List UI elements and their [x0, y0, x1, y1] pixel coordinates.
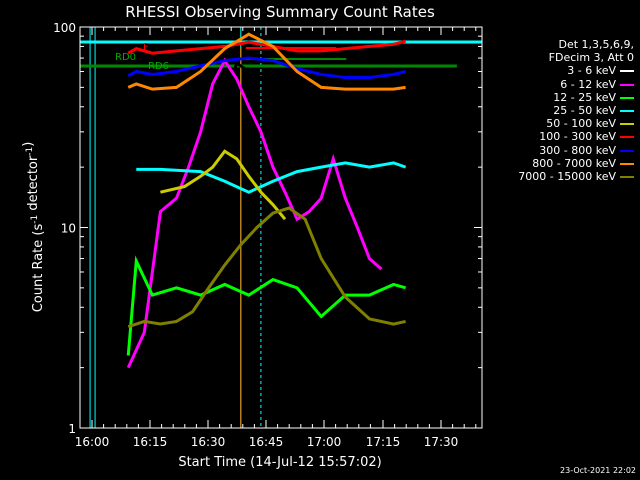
- x-tick-label-2: 16:30: [191, 435, 226, 449]
- series-7-line: [127, 32, 406, 91]
- annotation-rd0: RD0: [115, 52, 136, 63]
- legend-swatch: [620, 136, 634, 139]
- legend-swatch: [620, 70, 634, 73]
- series-8-line: [127, 206, 406, 329]
- legend-label: 300 - 800 keV: [539, 143, 616, 157]
- legend-entry-0: 3 - 6 keV: [494, 64, 634, 77]
- series-2-line: [126, 255, 407, 356]
- legend-entry-3: 25 - 50 keV: [494, 104, 634, 117]
- x-tick-label-6: 17:30: [424, 435, 459, 449]
- legend-swatch: [620, 123, 634, 126]
- legend-swatch: [620, 96, 634, 99]
- timestamp: 23-Oct-2021 22:02: [560, 466, 636, 475]
- legend-swatch: [620, 83, 634, 86]
- annotation-f: F: [143, 42, 149, 53]
- series-4-line: [160, 149, 287, 221]
- legend-label: 12 - 25 keV: [553, 90, 616, 104]
- x-tick-label-5: 17:15: [366, 435, 401, 449]
- x-tick-label-4: 17:00: [307, 435, 342, 449]
- y-tick-label-2: 100: [53, 21, 76, 35]
- legend-swatch: [620, 162, 634, 165]
- legend-entry-6: 300 - 800 keV: [494, 144, 634, 157]
- legend-entry-5: 100 - 300 keV: [494, 130, 634, 143]
- series-0-line: [126, 60, 406, 394]
- chart-title: RHESSI Observing Summary Count Rates: [125, 3, 435, 21]
- series-6-line: [127, 56, 406, 79]
- plot-frame: [79, 26, 483, 429]
- x-tick-label-3: 16:45: [249, 435, 284, 449]
- legend-label: 100 - 300 keV: [539, 130, 616, 144]
- legend-label: 7000 - 15000 keV: [518, 170, 616, 184]
- legend: Det 1,3,5,6,9, FDecim 3, Att 0 3 - 6 keV…: [494, 38, 634, 183]
- x-axis-label: Start Time (14-Jul-12 15:57:02): [178, 455, 381, 470]
- x-tick-label-1: 16:15: [133, 435, 168, 449]
- legend-swatch: [620, 110, 634, 113]
- legend-entry-7: 800 - 7000 keV: [494, 157, 634, 170]
- legend-label: 800 - 7000 keV: [532, 156, 616, 170]
- y-axis-label: Count Rate (s-1 detector-1): [21, 142, 46, 313]
- legend-header-1: Det 1,3,5,6,9,: [558, 38, 634, 51]
- series-5-line: [127, 39, 406, 55]
- legend-entry-2: 12 - 25 keV: [494, 91, 634, 104]
- legend-label: 6 - 12 keV: [560, 77, 616, 91]
- y-tick-label-1: 10: [61, 222, 76, 236]
- legend-label: 25 - 50 keV: [553, 104, 616, 118]
- legend-entry-8: 7000 - 15000 keV: [494, 170, 634, 183]
- legend-entry-4: 50 - 100 keV: [494, 117, 634, 130]
- legend-swatch: [620, 149, 634, 152]
- series-3-line: [136, 161, 407, 194]
- legend-header-2: FDecim 3, Att 0: [548, 51, 634, 65]
- legend-label: 3 - 6 keV: [567, 64, 616, 78]
- y-tick-label-0: 1: [68, 422, 76, 436]
- legend-swatch: [620, 176, 634, 179]
- legend-entry-1: 6 - 12 keV: [494, 78, 634, 91]
- annotation-rd6: RD6: [148, 61, 169, 72]
- legend-label: 50 - 100 keV: [546, 117, 616, 131]
- x-tick-label-0: 16:00: [75, 435, 110, 449]
